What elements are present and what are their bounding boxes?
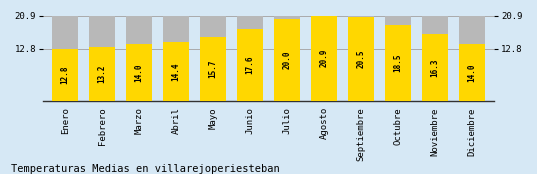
Bar — [311, 15, 337, 101]
Bar — [237, 15, 263, 101]
Bar — [422, 34, 448, 101]
Bar — [459, 15, 485, 101]
Bar — [126, 15, 152, 101]
Text: Temperaturas Medias en villarejoperiesteban: Temperaturas Medias en villarejoperieste… — [11, 164, 279, 174]
Bar — [89, 47, 115, 101]
Bar — [274, 19, 300, 101]
Bar — [348, 17, 374, 101]
Bar — [237, 29, 263, 101]
Bar — [52, 15, 78, 101]
Bar — [200, 15, 226, 101]
Bar — [385, 15, 411, 101]
Text: 17.6: 17.6 — [245, 56, 255, 74]
Text: 16.3: 16.3 — [430, 58, 439, 77]
Text: 20.5: 20.5 — [357, 50, 366, 68]
Text: 14.0: 14.0 — [135, 63, 143, 82]
Bar — [422, 15, 448, 101]
Bar — [126, 44, 152, 101]
Bar — [459, 44, 485, 101]
Bar — [311, 15, 337, 101]
Text: 12.8: 12.8 — [61, 66, 70, 84]
Bar — [163, 42, 189, 101]
Bar — [52, 49, 78, 101]
Text: 15.7: 15.7 — [208, 60, 217, 78]
Text: 18.5: 18.5 — [394, 54, 402, 72]
Bar — [385, 25, 411, 101]
Bar — [348, 15, 374, 101]
Text: 13.2: 13.2 — [98, 65, 107, 83]
Text: 14.0: 14.0 — [467, 63, 476, 82]
Bar — [89, 15, 115, 101]
Text: 14.4: 14.4 — [171, 62, 180, 81]
Bar — [274, 15, 300, 101]
Text: 20.9: 20.9 — [320, 49, 329, 68]
Text: 20.0: 20.0 — [282, 51, 292, 69]
Bar — [163, 15, 189, 101]
Bar — [200, 37, 226, 101]
